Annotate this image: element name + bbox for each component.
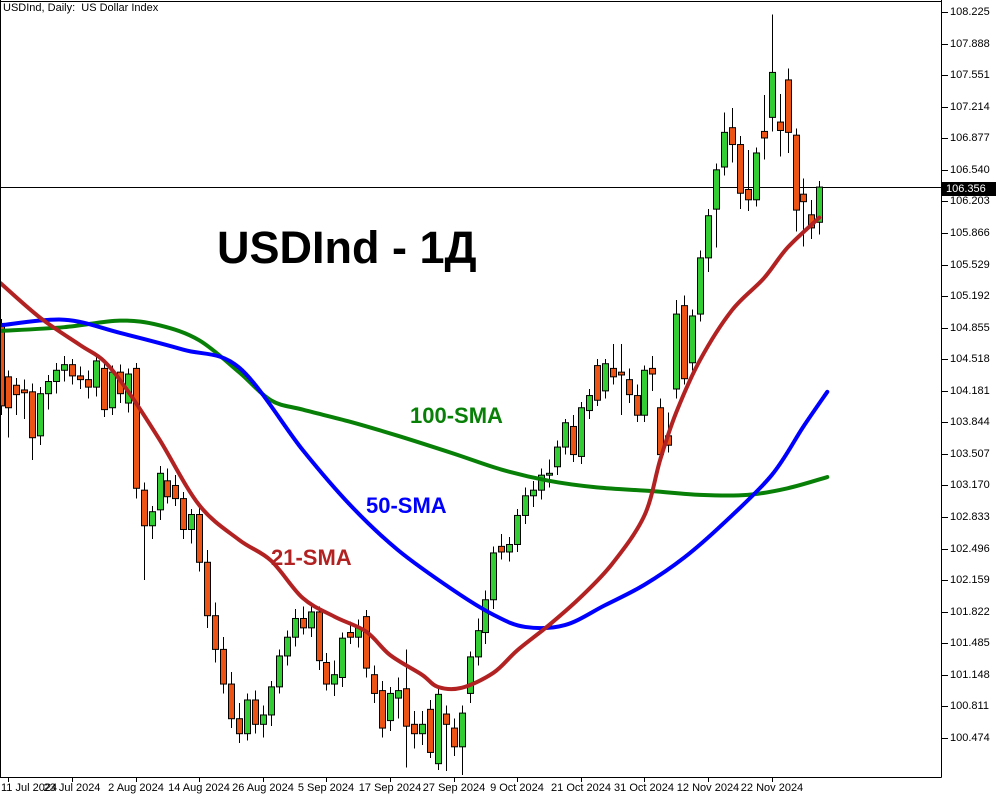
price-axis-label: 101.485 (950, 637, 990, 649)
time-axis-label: 21 Oct 2024 (551, 782, 611, 794)
price-axis-label: 101.148 (950, 669, 990, 681)
price-axis-label: 108.225 (950, 6, 990, 18)
time-axis[interactable]: 11 Jul 2024 23 Jul 2024 2 Aug 2024 14 Aug 2… (0, 778, 941, 800)
price-axis[interactable]: 108.225 107.888 107.551 107.214 106.877 106.5… (941, 0, 1000, 778)
time-axis-label: 2 Aug 2024 (108, 782, 164, 794)
time-axis-label: 5 Sep 2024 (297, 782, 355, 794)
price-axis-label: 107.551 (950, 69, 990, 81)
price-axis-label: 105.866 (950, 227, 990, 239)
time-axis-label: 22 Nov 2024 (740, 782, 804, 794)
price-axis-label: 104.518 (950, 353, 990, 365)
time-axis-label: 27 Sep 2024 (422, 782, 486, 794)
sma50-label: 50-SMA (366, 493, 447, 518)
price-axis-label: 102.833 (950, 511, 990, 523)
price-axis-label: 101.822 (950, 606, 990, 618)
price-axis-label: 105.529 (950, 259, 990, 271)
chart-watermark-title: USDInd - 1Д (217, 222, 477, 273)
price-axis-label: 106.203 (950, 195, 990, 207)
price-axis-label: 104.181 (950, 385, 990, 397)
price-axis-label: 105.192 (950, 290, 990, 302)
time-axis-label: 12 Nov 2024 (676, 782, 740, 794)
price-axis-label: 100.474 (950, 732, 990, 744)
current-price-badge: 106.356 (942, 182, 996, 196)
price-axis-label: 103.507 (950, 448, 990, 460)
price-axis-label: 104.855 (950, 322, 990, 334)
price-axis-label: 106.540 (950, 164, 990, 176)
time-axis-label: 11 Jul 2024 (1, 782, 58, 794)
price-axis-label: 103.170 (950, 479, 990, 491)
time-axis-label: 26 Aug 2024 (232, 782, 294, 794)
price-axis-label: 102.496 (950, 543, 990, 555)
price-axis-label: 106.877 (950, 132, 990, 144)
price-axis-label: 102.159 (950, 574, 990, 586)
price-axis-label: 107.888 (950, 38, 990, 50)
sma21-label: 21-SMA (271, 545, 352, 570)
price-axis-label: 107.214 (950, 101, 990, 113)
symbol-header: USDInd, Daily: US Dollar Index (3, 2, 159, 14)
time-axis-label: 9 Oct 2024 (490, 782, 544, 794)
time-axis-label: 17 Sep 2024 (358, 782, 422, 794)
time-axis-label: 14 Aug 2024 (168, 782, 230, 794)
price-axis-label: 103.844 (950, 416, 990, 428)
time-axis-label: 23 Jul 2024 (43, 782, 101, 794)
time-axis-label: 31 Oct 2024 (614, 782, 674, 794)
sma100-label: 100-SMA (410, 403, 503, 428)
price-axis-label: 100.811 (950, 700, 989, 712)
